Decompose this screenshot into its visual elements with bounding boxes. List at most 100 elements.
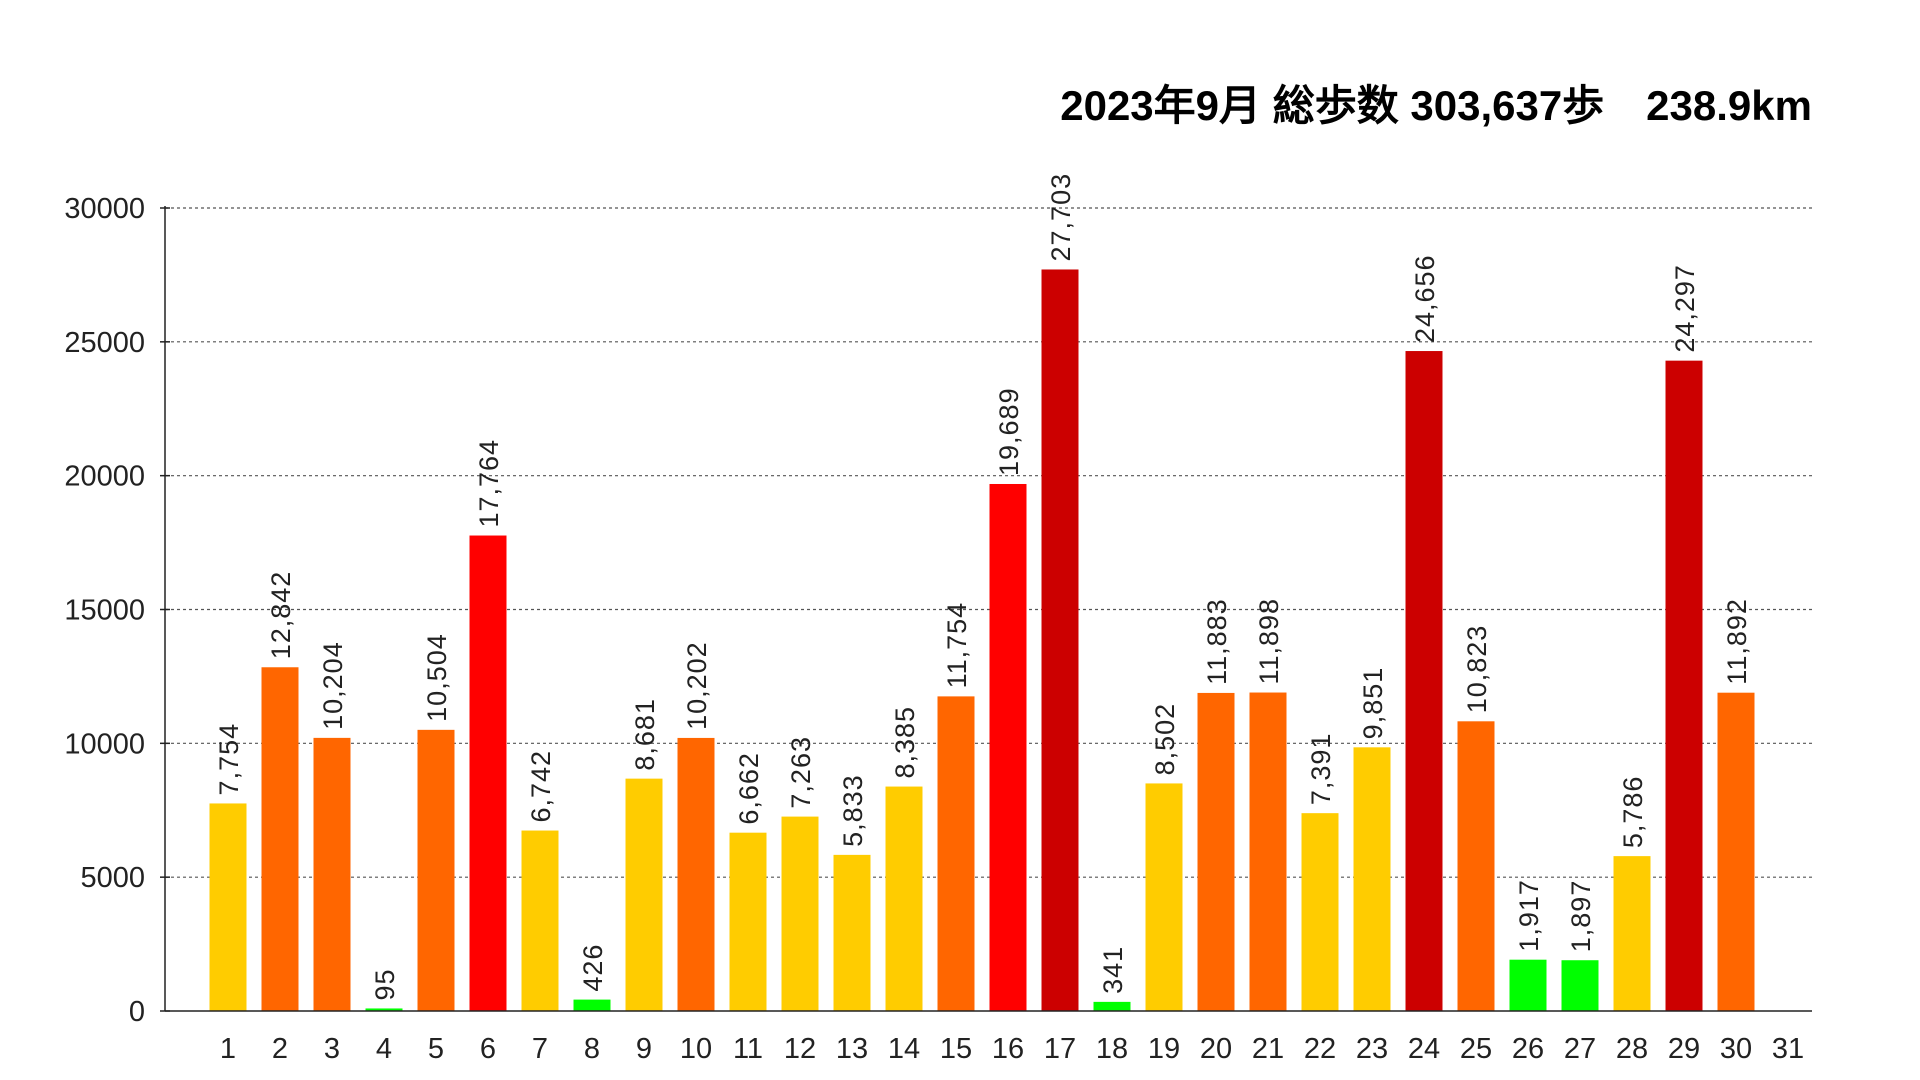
- x-tick-label: 29: [1668, 1033, 1700, 1065]
- bar-day-26: [1509, 959, 1547, 1011]
- x-tick-label: 5: [428, 1033, 444, 1065]
- value-label: 6,742: [526, 750, 556, 823]
- bar-day-2: [261, 667, 299, 1011]
- value-label: 10,504: [422, 633, 452, 722]
- value-label: 8,681: [630, 698, 660, 771]
- x-tick-label: 1: [220, 1033, 236, 1065]
- y-tick-label: 15000: [64, 595, 145, 627]
- x-tick-label: 4: [376, 1033, 392, 1065]
- value-label: 11,892: [1722, 598, 1752, 685]
- bar-day-6: [469, 535, 507, 1011]
- value-label: 1,897: [1566, 880, 1596, 953]
- value-label: 24,656: [1410, 254, 1440, 343]
- x-tick-label: 28: [1616, 1033, 1648, 1065]
- y-tick-label: 25000: [64, 327, 145, 359]
- bar-day-4: [365, 1008, 403, 1011]
- bar-day-17: [1041, 269, 1079, 1011]
- value-label: 5,786: [1618, 776, 1648, 849]
- bar-day-22: [1301, 813, 1339, 1011]
- bar-day-10: [677, 737, 715, 1011]
- bar-day-1: [209, 803, 247, 1011]
- bar-day-7: [521, 830, 559, 1011]
- value-label: 10,823: [1462, 625, 1492, 714]
- bar-day-29: [1665, 360, 1703, 1012]
- bar-day-15: [937, 696, 975, 1011]
- x-tick-label: 20: [1200, 1033, 1232, 1065]
- x-tick-label: 9: [636, 1033, 652, 1065]
- x-tick-label: 24: [1408, 1033, 1440, 1065]
- value-label: 10,202: [682, 641, 712, 730]
- x-tick-label: 8: [584, 1033, 600, 1065]
- x-tick-label: 27: [1564, 1033, 1596, 1065]
- bar-day-13: [833, 854, 871, 1011]
- x-tick-label: 10: [680, 1033, 712, 1065]
- value-label: 7,391: [1306, 733, 1336, 806]
- value-label: 1,917: [1514, 879, 1544, 952]
- x-tick-label: 23: [1356, 1033, 1388, 1065]
- bar-day-18: [1093, 1001, 1131, 1011]
- bar-day-12: [781, 816, 819, 1011]
- x-tick-label: 15: [940, 1033, 972, 1065]
- bar-day-16: [989, 483, 1027, 1011]
- x-tick-label: 30: [1720, 1033, 1752, 1065]
- bar-day-5: [417, 729, 455, 1011]
- value-label: 341: [1098, 946, 1128, 994]
- value-label: 11,754: [942, 602, 972, 689]
- bar-day-20: [1197, 692, 1235, 1011]
- bar-day-30: [1717, 692, 1755, 1011]
- value-label: 5,833: [838, 774, 868, 847]
- y-tick-label: 20000: [64, 461, 145, 493]
- x-tick-label: 26: [1512, 1033, 1544, 1065]
- value-label: 10,204: [318, 641, 348, 730]
- value-label: 11,883: [1202, 598, 1232, 685]
- x-tick-label: 17: [1044, 1033, 1076, 1065]
- bar-day-23: [1353, 747, 1391, 1011]
- x-tick-label: 13: [836, 1033, 868, 1065]
- value-label: 95: [370, 968, 400, 1000]
- value-label: 11,898: [1254, 598, 1284, 685]
- x-tick-label: 21: [1252, 1033, 1284, 1065]
- x-tick-label: 18: [1096, 1033, 1128, 1065]
- bar-day-25: [1457, 721, 1495, 1011]
- y-tick-label: 0: [129, 996, 145, 1028]
- value-label: 6,662: [734, 752, 764, 825]
- x-tick-label: 22: [1304, 1033, 1336, 1065]
- x-tick-label: 2: [272, 1033, 288, 1065]
- y-tick-label: 5000: [80, 862, 145, 894]
- y-tick-label: 10000: [64, 728, 145, 760]
- value-label: 24,297: [1670, 264, 1700, 353]
- value-label: 8,385: [890, 706, 920, 779]
- x-tick-label: 19: [1148, 1033, 1180, 1065]
- x-tick-label: 25: [1460, 1033, 1492, 1065]
- bar-day-24: [1405, 351, 1443, 1011]
- chart-title: 2023年9月 総歩数 303,637歩 238.9km: [1060, 82, 1812, 129]
- bar-day-19: [1145, 783, 1183, 1011]
- x-tick-label: 6: [480, 1033, 496, 1065]
- value-label: 426: [578, 944, 608, 992]
- bar-day-14: [885, 786, 923, 1011]
- value-label: 7,263: [786, 736, 816, 809]
- value-label: 7,754: [214, 723, 244, 796]
- bar-day-3: [313, 737, 351, 1011]
- y-tick-label: 30000: [64, 193, 145, 225]
- value-label: 19,689: [994, 387, 1024, 476]
- value-label: 17,764: [474, 439, 504, 528]
- bar-day-21: [1249, 692, 1287, 1011]
- value-label: 9,851: [1358, 667, 1388, 740]
- x-tick-label: 11: [733, 1033, 763, 1065]
- x-tick-label: 31: [1772, 1033, 1804, 1065]
- x-tick-label: 12: [784, 1033, 816, 1065]
- bar-day-11: [729, 832, 767, 1011]
- x-tick-label: 3: [324, 1033, 340, 1065]
- bar-day-28: [1613, 856, 1651, 1011]
- value-label: 8,502: [1150, 703, 1180, 776]
- bar-day-9: [625, 778, 663, 1011]
- bar-day-8: [573, 999, 611, 1011]
- value-label: 12,842: [266, 571, 296, 660]
- x-tick-label: 14: [888, 1033, 920, 1065]
- bar-day-27: [1561, 960, 1599, 1011]
- x-tick-label: 16: [992, 1033, 1024, 1065]
- x-tick-label: 7: [532, 1033, 548, 1065]
- value-label: 27,703: [1046, 173, 1076, 262]
